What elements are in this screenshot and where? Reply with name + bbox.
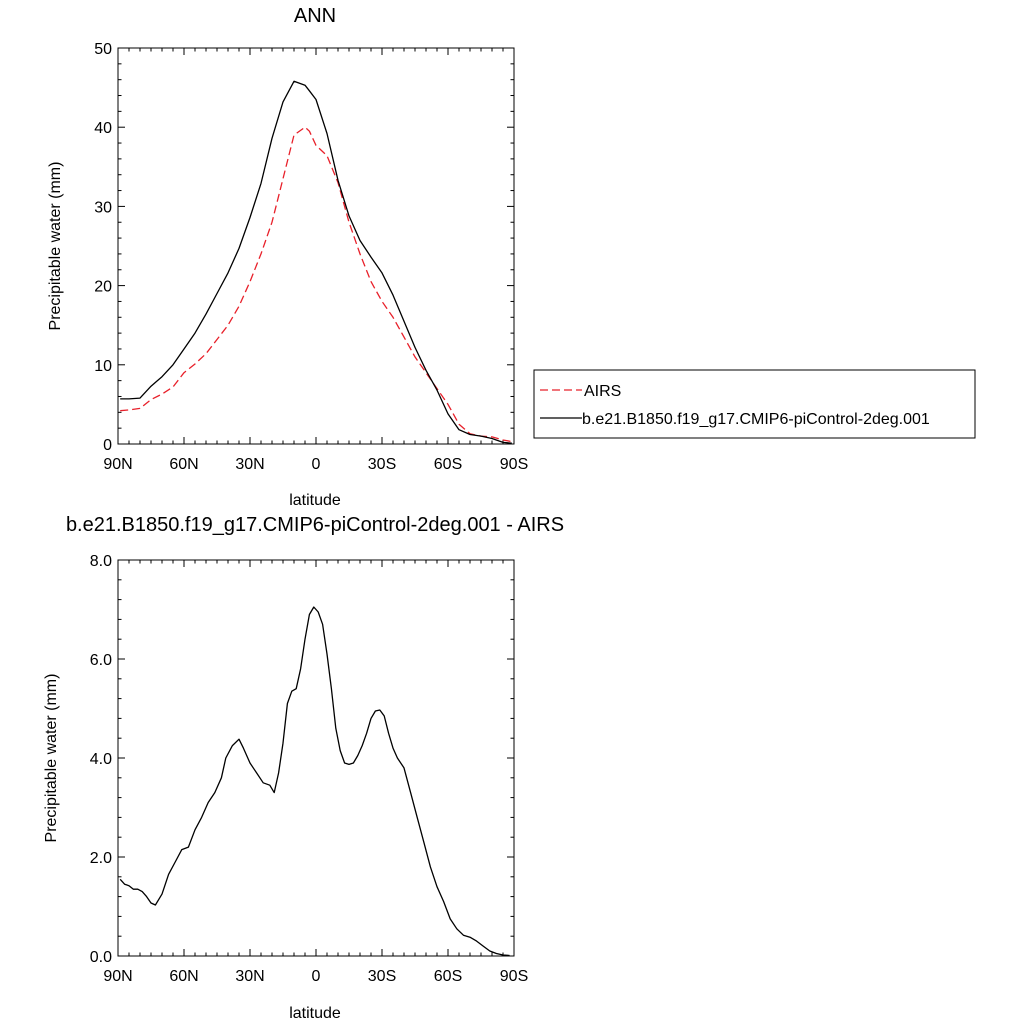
- legend-box: [533, 369, 976, 439]
- x-tick-label: 0: [312, 456, 321, 473]
- chart-title: ANN: [294, 5, 336, 27]
- x-tick-label: 90N: [103, 968, 132, 985]
- series-line-airs: [120, 126, 512, 443]
- chart-difference: b.e21.B1850.f19_g17.CMIP6-piControl-2deg…: [43, 514, 564, 1022]
- series-line-model: [120, 80, 512, 444]
- x-tick-label: 30S: [368, 456, 396, 473]
- y-tick-label: 20: [94, 279, 112, 296]
- x-tick-label: 90S: [500, 456, 528, 473]
- y-axis-label: Precipitable water (mm): [47, 162, 64, 331]
- y-tick-label: 6.0: [90, 652, 112, 669]
- x-axis-label: latitude: [289, 1005, 341, 1022]
- x-tick-label: 60S: [434, 968, 462, 985]
- series-line-difference: [119, 606, 510, 957]
- axis-ticks: 90N 60N 30N 0 30S 60S 90S 0 10 20 30 40 50: [94, 41, 528, 473]
- axis-ticks: 90N 60N 30N 0 30S 60S 90S 0.0 2.0 4.0 6.0 8.0: [90, 553, 528, 985]
- x-tick-label: 60N: [169, 968, 198, 985]
- x-tick-label: 60N: [169, 456, 198, 473]
- x-tick-label: 60S: [434, 456, 462, 473]
- x-tick-label: 30S: [368, 968, 396, 985]
- x-tick-label: 30N: [235, 456, 264, 473]
- y-tick-label: 0.0: [90, 949, 112, 966]
- y-tick-label: 0: [103, 437, 112, 454]
- y-tick-label: 50: [94, 41, 112, 58]
- y-tick-label: 2.0: [90, 850, 112, 867]
- legend-label-model: b.e21.B1850.f19_g17.CMIP6-piControl-2deg…: [582, 411, 930, 428]
- x-axis-label: latitude: [289, 492, 341, 509]
- data-series: [120, 80, 512, 444]
- y-tick-label: 4.0: [90, 751, 112, 768]
- x-tick-label: 0: [312, 968, 321, 985]
- x-tick-label: 30N: [235, 968, 264, 985]
- x-tick-label: 90N: [103, 456, 132, 473]
- y-tick-label: 30: [94, 199, 112, 216]
- y-tick-label: 40: [94, 120, 112, 137]
- data-series: [119, 606, 510, 957]
- y-axis-label: Precipitable water (mm): [43, 674, 60, 843]
- plot-frame: [117, 559, 515, 957]
- y-tick-label: 10: [94, 358, 112, 375]
- legend-label-airs: AIRS: [584, 383, 621, 400]
- chart-annual-precipitable-water: ANN latitude Precipitable water (mm) 90N…: [47, 5, 528, 509]
- chart-title: b.e21.B1850.f19_g17.CMIP6-piControl-2deg…: [66, 514, 564, 536]
- legend: AIRS b.e21.B1850.f19_g17.CMIP6-piControl…: [533, 369, 976, 439]
- y-tick-label: 8.0: [90, 553, 112, 570]
- plot-frame: [117, 47, 515, 445]
- x-tick-label: 90S: [500, 968, 528, 985]
